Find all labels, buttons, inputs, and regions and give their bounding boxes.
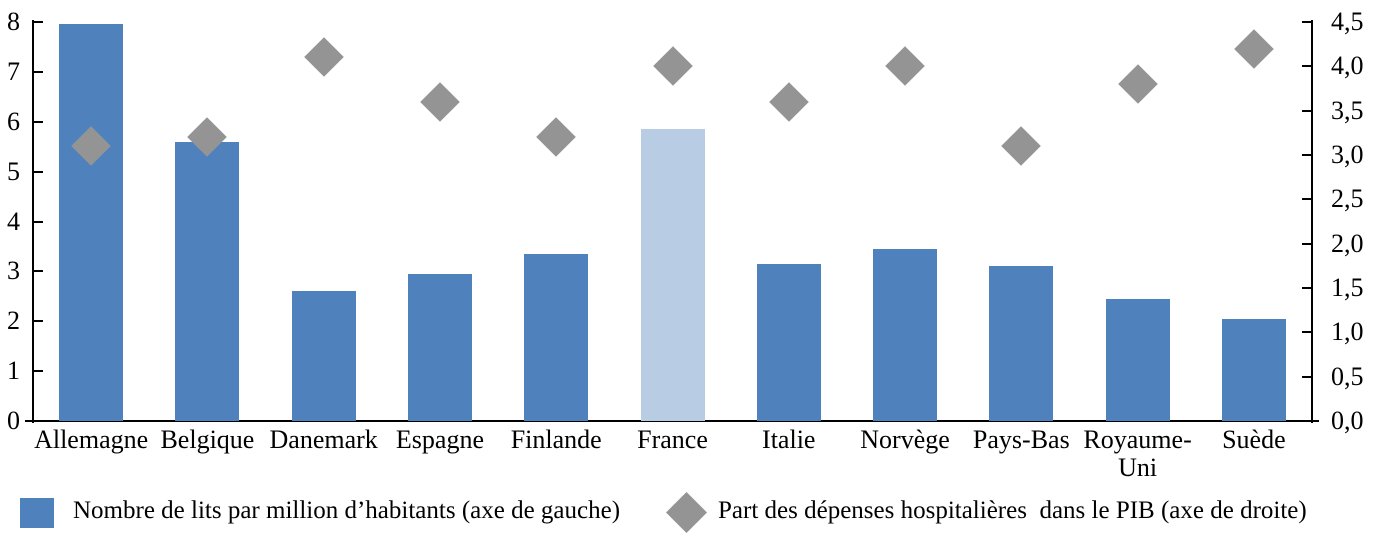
diamond-marker-finlande bbox=[536, 117, 577, 158]
x-axis bbox=[25, 420, 1319, 422]
bar-france bbox=[640, 129, 705, 421]
y-axis-left-tick-label: 0 bbox=[7, 406, 20, 435]
y-axis-left-tick bbox=[33, 270, 43, 273]
y-axis-left-tick-label: 8 bbox=[7, 7, 20, 36]
y-axis-right-tick-label: 4,5 bbox=[1331, 7, 1364, 36]
x-axis-label-belgique: Belgique bbox=[160, 425, 255, 454]
y-axis-right-tick bbox=[1302, 287, 1312, 289]
y-axis-right-tick-label: 1,0 bbox=[1331, 317, 1364, 347]
y-axis-right-tick-label: 0,5 bbox=[1331, 361, 1364, 391]
y-axis-right-tick-label: 2,5 bbox=[1331, 184, 1364, 214]
x-axis-label-italie: Italie bbox=[762, 425, 816, 454]
y-axis-right-tick bbox=[1302, 65, 1312, 68]
bar-royaume-uni bbox=[1105, 298, 1170, 421]
x-axis-label-danemark: Danemark bbox=[269, 425, 378, 454]
y-axis-left-tick-label: 7 bbox=[7, 56, 20, 86]
y-axis-right-tick-label: 2,0 bbox=[1331, 228, 1364, 258]
x-axis-label-royaume-uni: Royaume-Uni bbox=[1083, 425, 1192, 482]
y-axis-left-tick bbox=[33, 170, 43, 173]
y-axis-left-tick-label: 1 bbox=[7, 356, 20, 386]
bar-belgique bbox=[175, 141, 240, 421]
legend-item-spending: Part des dépenses hospitalières dans le … bbox=[665, 491, 1307, 534]
y-axis-right-tick-label: 3,0 bbox=[1331, 140, 1364, 169]
bar-suède bbox=[1221, 318, 1286, 421]
y-axis-left-tick bbox=[33, 120, 43, 123]
legend-item-beds: Nombre de lits par million d’habitants (… bbox=[20, 497, 621, 528]
legend-label-beds: Nombre de lits par million d’habitants (… bbox=[73, 497, 621, 524]
bar-norvège bbox=[873, 248, 938, 421]
x-axis-label-france: France bbox=[637, 425, 708, 454]
diamond-marker-suède bbox=[1234, 28, 1274, 69]
y-axis-left-tick-label: 4 bbox=[7, 206, 20, 236]
x-axis-label-finlande: Finlande bbox=[510, 425, 602, 454]
y-axis-left-tick bbox=[33, 21, 43, 23]
y-axis-left-tick bbox=[33, 70, 43, 73]
y-axis-right bbox=[1311, 20, 1313, 423]
diamond-marker-royaume-uni bbox=[1117, 64, 1158, 104]
y-axis-right-tick bbox=[1302, 109, 1312, 112]
diamond-marker-espagne bbox=[420, 81, 460, 122]
bar-finlande bbox=[524, 253, 589, 421]
y-axis-left-tick-label: 6 bbox=[7, 106, 20, 136]
y-axis-right-tick-label: 0,0 bbox=[1331, 406, 1364, 435]
diamond-marker-danemark bbox=[303, 37, 344, 78]
diamond-marker-pays-bas bbox=[1001, 126, 1042, 166]
y-axis-right-tick bbox=[1302, 331, 1312, 334]
bar-allemagne bbox=[59, 24, 124, 421]
y-axis-right-tick bbox=[1302, 242, 1312, 245]
y-axis-left-tick bbox=[33, 220, 43, 223]
y-axis-right-tick bbox=[1302, 198, 1312, 201]
y-axis-right-tick bbox=[1302, 154, 1312, 156]
y-axis-left-tick-label: 3 bbox=[7, 256, 20, 286]
diamond-marker-france bbox=[652, 46, 693, 87]
x-axis-label-espagne: Espagne bbox=[395, 425, 484, 454]
diamond-marker-norvège bbox=[885, 46, 925, 87]
y-axis-right-tick-label: 4,0 bbox=[1331, 51, 1364, 81]
bar-italie bbox=[756, 263, 821, 421]
x-axis-label-allemagne: Allemagne bbox=[34, 425, 149, 454]
y-axis-left-tick bbox=[33, 370, 43, 373]
bar-series-swatch-icon bbox=[20, 498, 54, 528]
x-axis-label-pays-bas: Pays-Bas bbox=[972, 425, 1070, 454]
bar-pays-bas bbox=[989, 266, 1054, 421]
legend-label-spending: Part des dépenses hospitalières dans le … bbox=[718, 497, 1307, 524]
y-axis-right-tick bbox=[1302, 420, 1312, 422]
y-axis-right-tick bbox=[1302, 21, 1312, 23]
y-axis-right-tick bbox=[1302, 375, 1312, 378]
y-axis-right-tick-label: 3,5 bbox=[1331, 95, 1364, 125]
bar-espagne bbox=[407, 273, 472, 421]
diamond-marker-italie bbox=[768, 81, 809, 122]
x-axis-label-suède: Suède bbox=[1222, 425, 1286, 454]
x-axis-label-norvège: Norvège bbox=[860, 425, 950, 454]
y-axis-right-tick-label: 1,5 bbox=[1331, 273, 1364, 302]
y-axis-left-tick bbox=[33, 420, 43, 422]
diamond-series-swatch-icon bbox=[665, 491, 708, 534]
y-axis-left-tick-label: 5 bbox=[7, 156, 20, 186]
y-axis-left-tick bbox=[33, 320, 43, 323]
y-axis-left-tick-label: 2 bbox=[7, 306, 20, 336]
bar-danemark bbox=[291, 291, 356, 421]
